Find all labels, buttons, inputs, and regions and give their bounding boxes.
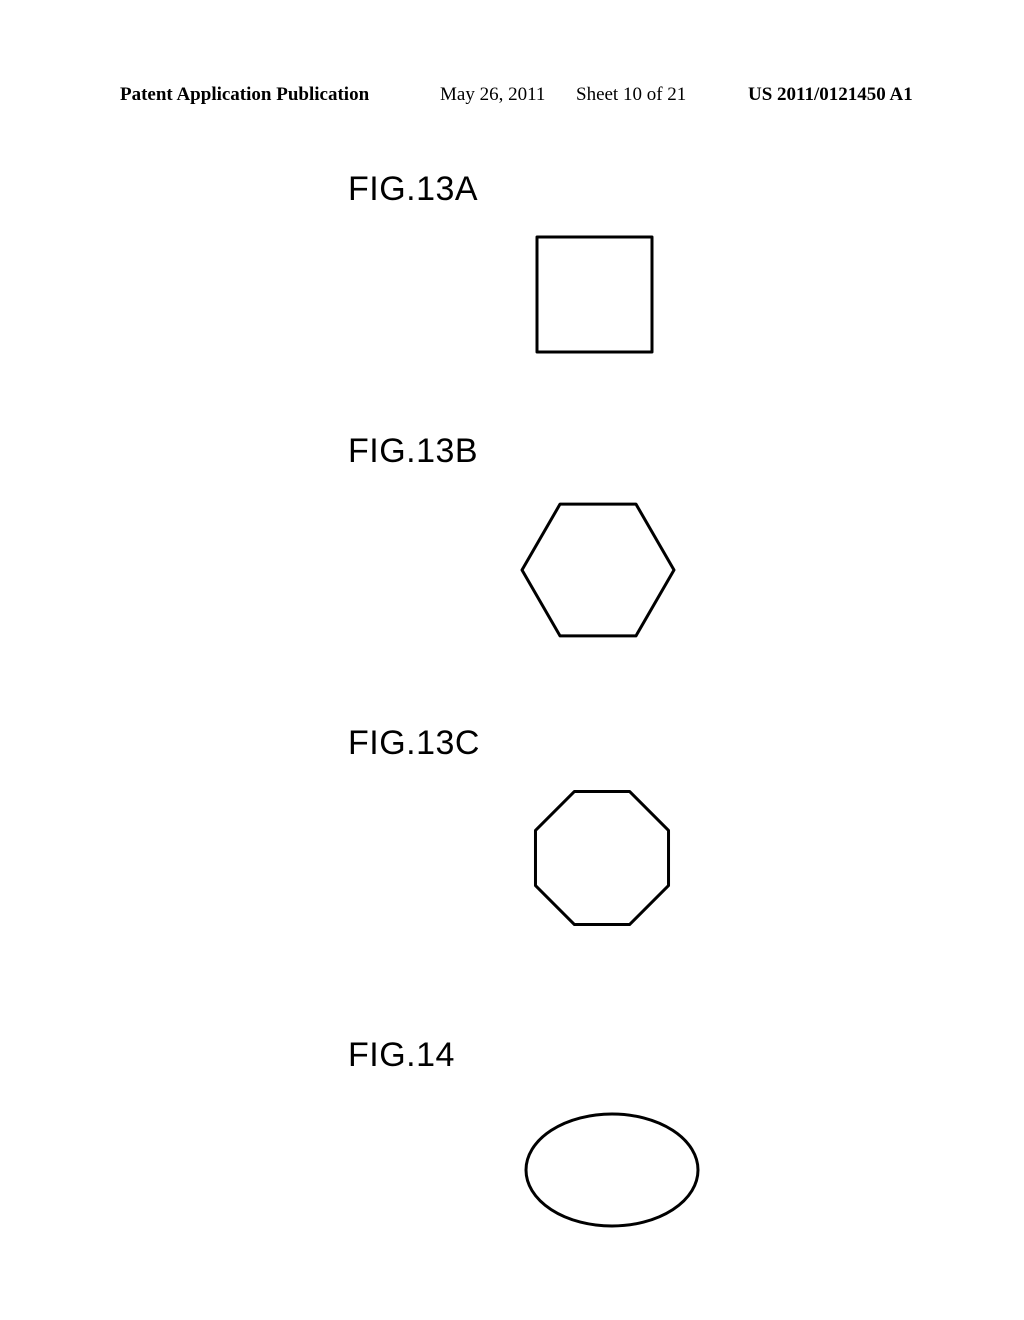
ellipse-shape xyxy=(521,1109,703,1231)
publication-date: May 26, 2011 xyxy=(440,84,545,106)
patent-page: Patent Application Publication May 26, 2… xyxy=(0,0,1024,1320)
octagon-shape xyxy=(525,781,679,935)
publication-number: US 2011/0121450 A1 xyxy=(748,84,913,106)
square-shape xyxy=(532,232,657,357)
hexagon-shape xyxy=(517,489,679,651)
publication-type: Patent Application Publication xyxy=(120,84,369,106)
figure-label-13a: FIG.13A xyxy=(348,170,478,209)
figure-label-13c: FIG.13C xyxy=(348,724,480,763)
figure-label-14: FIG.14 xyxy=(348,1036,455,1075)
figure-label-13b: FIG.13B xyxy=(348,432,478,471)
sheet-number: Sheet 10 of 21 xyxy=(576,84,686,106)
